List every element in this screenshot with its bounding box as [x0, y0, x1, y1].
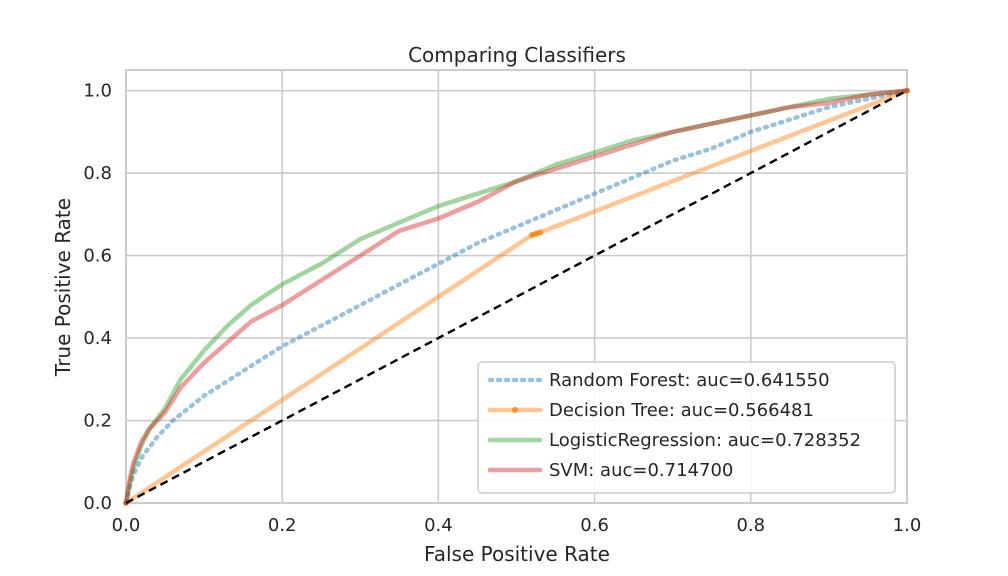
y-tick-label: 1.0 [83, 81, 112, 102]
series-marker-1 [536, 229, 543, 236]
x-tick-label: 0.4 [424, 515, 453, 536]
x-tick-label: 0.6 [580, 515, 609, 536]
x-tick-label: 1.0 [893, 515, 922, 536]
chart-title: Comparing Classifiers [408, 43, 626, 67]
legend-swatch-marker [512, 407, 518, 413]
legend-entry-label: Random Forest: auc=0.641550 [549, 370, 830, 391]
series-line-0 [123, 88, 910, 506]
y-axis-label: True Positive Rate [51, 198, 75, 377]
legend-entry-label: SVM: auc=0.714700 [549, 460, 733, 481]
axes-frame [125, 69, 908, 504]
y-tick-label: 0.4 [83, 328, 112, 349]
series-line-3 [123, 88, 910, 506]
x-axis-label: False Positive Rate [424, 542, 610, 566]
reference-diagonal [125, 89, 908, 505]
legend: Random Forest: auc=0.641550 Decision Tree… [477, 361, 896, 494]
legend-entry-label: Decision Tree: auc=0.566481 [549, 400, 814, 421]
y-tick-label: 0.6 [83, 246, 112, 267]
x-tick-label: 0.2 [268, 515, 297, 536]
legend-box [477, 361, 896, 494]
y-tick-label: 0.8 [83, 163, 112, 184]
series-line-2 [123, 88, 910, 506]
tick-layer: 0.0 0.2 0.4 0.6 0.8 1.0 0.0 0.2 0.4 0.6 0.8 1.0 [83, 81, 921, 536]
series-marker-1 [904, 87, 910, 94]
plot-frame [125, 69, 908, 504]
y-tick-label: 0.0 [83, 493, 112, 514]
series-layer [123, 87, 910, 506]
x-tick-label: 0.0 [112, 515, 141, 536]
legend-entry-label: LogisticRegression: auc=0.728352 [549, 430, 861, 451]
x-tick-label: 0.8 [736, 515, 765, 536]
y-tick-label: 0.2 [83, 411, 112, 432]
